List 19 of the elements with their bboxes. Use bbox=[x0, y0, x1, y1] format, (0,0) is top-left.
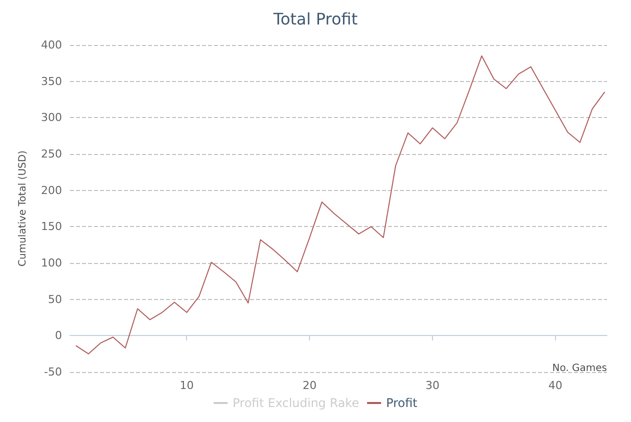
y-tick-label: -50 bbox=[44, 366, 62, 378]
y-axis-title: Cumulative Total (USD) bbox=[18, 150, 28, 266]
y-tick-label: 350 bbox=[41, 74, 62, 88]
legend-label: Profit bbox=[386, 396, 418, 410]
line-series bbox=[76, 55, 606, 354]
y-tick-label: 250 bbox=[41, 148, 62, 160]
y-tick-label: 400 bbox=[41, 38, 62, 52]
x-tick-label: 30 bbox=[426, 379, 440, 392]
x-tick-label: 40 bbox=[548, 379, 562, 392]
x-tick-label: 20 bbox=[302, 379, 317, 392]
y-tick-label: 150 bbox=[41, 220, 62, 234]
y-tick-label: 0 bbox=[55, 329, 62, 342]
chart-title: Total Profit bbox=[272, 10, 358, 28]
y-tick-label: 50 bbox=[48, 292, 62, 306]
y-tick-label: 100 bbox=[41, 256, 62, 270]
x-axis-title: No. Games bbox=[552, 363, 607, 374]
y-tick-label: 200 bbox=[41, 184, 62, 197]
x-tick-label: 10 bbox=[180, 379, 194, 392]
y-tick-label: 300 bbox=[41, 111, 62, 124]
